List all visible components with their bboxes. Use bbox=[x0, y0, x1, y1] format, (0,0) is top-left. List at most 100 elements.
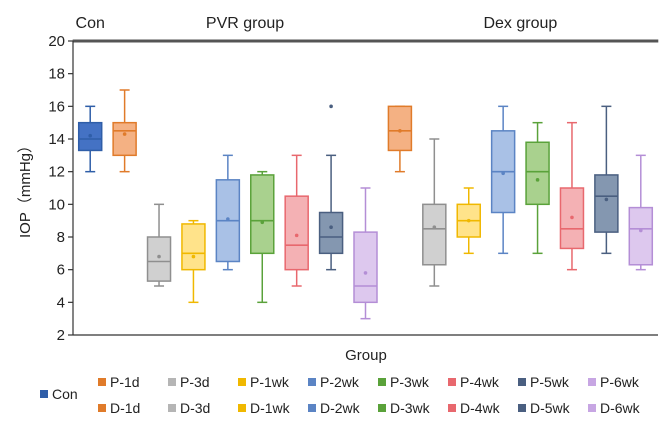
y-tick-label: 20 bbox=[48, 33, 65, 50]
box-iqr bbox=[387, 105, 413, 152]
legend-label: D-6wk bbox=[600, 400, 640, 416]
legend-item-p-5wk: P-5wk bbox=[518, 374, 588, 390]
legend-swatch bbox=[98, 404, 106, 412]
box-mean bbox=[122, 132, 127, 136]
box-d-1wk bbox=[456, 187, 481, 255]
y-tick-label: 2 bbox=[57, 327, 65, 344]
legend-item-p-2wk: P-2wk bbox=[308, 374, 378, 390]
box-mean bbox=[466, 218, 471, 223]
legend-label: D-4wk bbox=[460, 400, 500, 416]
legend-label: D-1d bbox=[110, 400, 141, 416]
box-iqr bbox=[353, 231, 378, 304]
box-mean bbox=[501, 171, 505, 176]
legend-label: D-1wk bbox=[250, 400, 290, 416]
box-mean bbox=[329, 225, 333, 229]
box-p-3wk bbox=[250, 170, 275, 304]
legend-item-d-6wk: D-6wk bbox=[588, 400, 658, 416]
legend-label: D-3wk bbox=[390, 400, 430, 416]
box-outlier bbox=[329, 104, 333, 109]
y-tick-label: 4 bbox=[57, 294, 65, 311]
legend-item-p-6wk: P-6wk bbox=[588, 374, 658, 390]
legend-item-con: Con bbox=[40, 386, 78, 402]
y-tick-label: 14 bbox=[48, 131, 65, 148]
legend-item-d-3wk: D-3wk bbox=[378, 400, 448, 416]
iop-box-chart: Con PVR group Dex group 2 4 6 8 10 12 14 16 18 20 I… bbox=[17, 15, 659, 364]
box-iqr bbox=[284, 195, 309, 271]
box-con bbox=[77, 105, 103, 173]
box-iqr bbox=[112, 121, 137, 157]
legend-swatch bbox=[308, 378, 316, 386]
legend-label: D-3d bbox=[180, 400, 211, 416]
legend-item-p-4wk: P-4wk bbox=[448, 374, 518, 390]
box-d-2wk bbox=[490, 105, 516, 255]
legend-swatch bbox=[588, 404, 596, 412]
legend-label: P-4wk bbox=[460, 374, 499, 390]
legend-label: P-1d bbox=[110, 374, 140, 390]
box-d-5wk bbox=[594, 105, 619, 255]
legend-row-dex: D-1d D-3d D-1wk D-2wk D-3wk D-4wk D-5wk D-6wk bbox=[98, 400, 658, 416]
box-iqr bbox=[422, 203, 447, 266]
legend-swatch bbox=[518, 404, 526, 412]
x-axis-label: Group bbox=[345, 347, 387, 364]
legend-item-d-2wk: D-2wk bbox=[308, 400, 378, 416]
box-d-3d bbox=[422, 138, 447, 287]
legend-label: P-5wk bbox=[530, 374, 569, 390]
legend-item-d-5wk: D-5wk bbox=[518, 400, 588, 416]
box-mean bbox=[157, 254, 161, 259]
y-tick-label: 6 bbox=[57, 262, 65, 279]
legend-item-p-3wk: P-3wk bbox=[378, 374, 448, 390]
y-tick-label: 10 bbox=[48, 196, 65, 213]
box-p-1d bbox=[112, 89, 137, 173]
box-d-4wk bbox=[559, 121, 585, 271]
legend-swatch bbox=[378, 378, 386, 386]
legend-swatch bbox=[168, 404, 176, 412]
box-mean bbox=[570, 215, 574, 220]
legend-item-p-1wk: P-1wk bbox=[238, 374, 308, 390]
box-iqr bbox=[181, 223, 206, 271]
legend-label: P-1wk bbox=[250, 374, 289, 390]
box-p-6wk bbox=[353, 187, 378, 320]
box-iqr bbox=[594, 174, 619, 233]
box-iqr bbox=[628, 206, 654, 266]
box-mean bbox=[88, 133, 93, 138]
box-p-5wk bbox=[318, 104, 344, 271]
box-mean bbox=[638, 228, 643, 233]
legend-item-d-4wk: D-4wk bbox=[448, 400, 518, 416]
legend-label: Con bbox=[52, 386, 78, 402]
legend-label: P-6wk bbox=[600, 374, 639, 390]
group-label: Con bbox=[76, 15, 105, 32]
y-axis-label: IOP（mmHg） bbox=[17, 138, 34, 238]
box-iqr bbox=[525, 141, 550, 206]
legend-row-pvr: P-1d P-3d P-1wk P-2wk P-3wk P-4wk P-5wk P-6wk bbox=[98, 374, 658, 390]
legend-label: P-3d bbox=[180, 374, 210, 390]
legend-label: P-3wk bbox=[390, 374, 429, 390]
legend-swatch bbox=[448, 378, 456, 386]
box-mean bbox=[432, 225, 437, 229]
legend-swatch bbox=[238, 378, 246, 386]
legend-item-d-3d: D-3d bbox=[168, 400, 238, 416]
legend-label: D-5wk bbox=[530, 400, 570, 416]
legend-swatch bbox=[448, 404, 456, 412]
box-iqr bbox=[318, 211, 344, 255]
legend-swatch bbox=[518, 378, 526, 386]
box-d-1d bbox=[387, 105, 413, 173]
legend-swatch bbox=[378, 404, 386, 412]
box-p-3d bbox=[146, 203, 172, 287]
legend-item-d-1d: D-1d bbox=[98, 400, 168, 416]
y-tick-label: 18 bbox=[48, 66, 65, 83]
box-d-6wk bbox=[628, 154, 654, 271]
box-mean bbox=[535, 178, 540, 182]
box-mean bbox=[191, 254, 196, 259]
group-label: Dex group bbox=[483, 15, 557, 32]
box-p-4wk bbox=[284, 154, 309, 287]
legend-swatch bbox=[98, 378, 106, 386]
legend-label: D-2wk bbox=[320, 400, 360, 416]
legend-swatch bbox=[238, 404, 246, 412]
legend-swatch bbox=[168, 378, 176, 386]
box-mean bbox=[398, 129, 402, 133]
box-p-1wk bbox=[181, 219, 206, 304]
legend-swatch bbox=[40, 390, 48, 398]
legend-item-d-1wk: D-1wk bbox=[238, 400, 308, 416]
box-mean bbox=[294, 233, 299, 238]
legend: Con P-1d P-3d P-1wk P-2wk P-3wk P-4wk P-5wk P-6… bbox=[40, 372, 660, 420]
